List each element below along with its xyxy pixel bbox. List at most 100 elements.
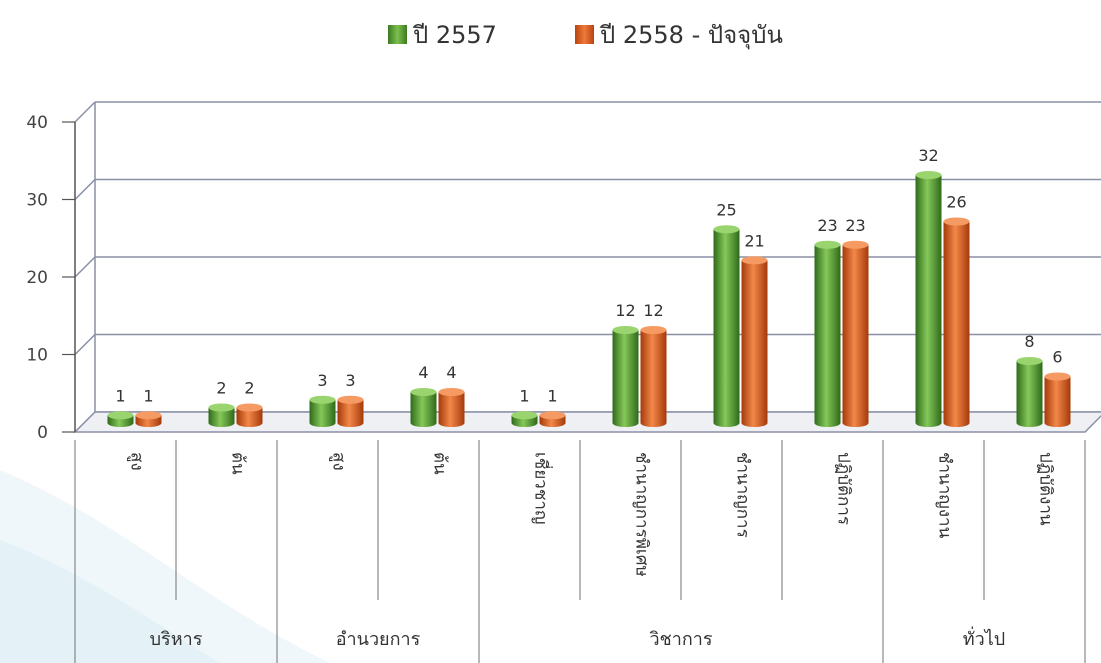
data-label: 3: [345, 371, 355, 390]
bar-top-cap: [337, 395, 364, 404]
group-label: วิชาการ: [649, 629, 712, 650]
bar-top-cap: [107, 411, 134, 420]
group-label: อำนวยการ: [336, 629, 421, 650]
data-label: 21: [744, 231, 764, 250]
bar-2558: [236, 407, 263, 423]
bar-base-cap: [410, 419, 437, 427]
data-label: 23: [817, 216, 837, 235]
category-table: สูง ต้น สูง ต้น เชี่ยวชาญ ชำนาญการพิเศษ ชำนาญก…: [74, 440, 1086, 663]
bar-2557: [410, 392, 437, 423]
bar-top-cap: [438, 388, 465, 396]
bar-top-cap: [1016, 357, 1043, 365]
bar-2557: [713, 229, 740, 423]
data-label: 12: [615, 301, 635, 320]
bar-2558: [337, 399, 364, 423]
bar-2558: [1044, 376, 1071, 423]
bar-top-cap: [915, 171, 942, 179]
bar-base-cap: [438, 419, 465, 427]
category-label: ปฏิบัติการ: [834, 452, 854, 525]
y-tick-label: 10: [26, 346, 48, 366]
bar-base-cap: [814, 419, 841, 427]
bar-2557: [814, 244, 841, 423]
bar-2558: [943, 221, 970, 423]
category-label: ชำนาญการพิเศษ: [632, 452, 652, 577]
data-label: 1: [519, 386, 529, 405]
bar-base-cap: [236, 419, 263, 427]
bar-base-cap: [539, 419, 566, 427]
bar-top-cap: [713, 225, 740, 234]
bar-top-cap: [410, 388, 437, 396]
bar-top-cap: [208, 403, 235, 412]
legend-swatch-orange: [575, 24, 594, 44]
bar-2558: [640, 330, 667, 423]
bar-2558: [438, 392, 465, 423]
group-label: ทั่วไป: [963, 626, 1005, 650]
bar-base-cap: [713, 419, 740, 427]
chart-legend: ปี 2557 ปี 2558 - ปัจจุบัน: [0, 14, 1101, 54]
data-label: 1: [547, 386, 557, 405]
data-label: 2: [216, 379, 226, 398]
bar-base-cap: [612, 419, 639, 427]
data-label: 3: [317, 371, 327, 390]
category-label: ปฏิบัติงาน: [1036, 452, 1056, 526]
category-label: สูง: [127, 452, 147, 471]
bar-top-cap: [1044, 372, 1071, 381]
legend-item-2557: ปี 2557: [388, 14, 497, 54]
y-tick-label: 30: [26, 191, 48, 211]
bar-base-cap: [309, 419, 336, 427]
bar-base-cap: [943, 419, 970, 427]
group-label: บริหาร: [150, 629, 203, 650]
bar-base-cap: [135, 419, 162, 427]
legend-item-2558: ปี 2558 - ปัจจุบัน: [575, 14, 783, 54]
data-label: 4: [418, 363, 428, 382]
data-label: 8: [1024, 332, 1034, 351]
bar-base-cap: [1016, 419, 1043, 427]
bar-top-cap: [309, 395, 336, 404]
bar-base-cap: [1044, 419, 1071, 427]
bar-top-cap: [511, 411, 538, 420]
bar-top-cap: [539, 411, 566, 420]
gridline-depth: [74, 256, 96, 278]
axis-layer: 0 10 20 30 40: [26, 113, 76, 443]
gridline-depth: [74, 178, 96, 201]
gridline-depth: [74, 333, 96, 356]
data-label: 1: [115, 386, 125, 405]
y-tick-label: 40: [26, 113, 48, 133]
bar-2557: [309, 399, 336, 423]
bar-base-cap: [741, 419, 768, 427]
category-label: สูง: [329, 452, 349, 471]
bar-base-cap: [842, 419, 869, 427]
data-label: 26: [946, 193, 966, 212]
bar-base-cap: [640, 419, 667, 427]
bar-base-cap: [337, 419, 364, 427]
data-label: 25: [716, 200, 736, 219]
bar-base-cap: [208, 419, 235, 427]
legend-label-2558: ปี 2558 - ปัจจุบัน: [600, 20, 783, 49]
category-label: ต้น: [228, 452, 248, 475]
data-label: 32: [918, 146, 938, 165]
y-tick-label: 0: [37, 423, 48, 443]
bar-top-cap: [135, 411, 162, 420]
bar-2557: [915, 175, 942, 423]
bar-2557: [208, 407, 235, 423]
category-label: ชำนาญการ: [733, 452, 753, 538]
bar-2557: [612, 330, 639, 423]
data-label: 12: [643, 301, 663, 320]
bar-base-cap: [511, 419, 538, 427]
data-label: 4: [446, 363, 456, 382]
bar-top-cap: [943, 217, 970, 226]
y-tick-label: 20: [26, 268, 48, 288]
bar-top-cap: [236, 403, 263, 412]
bar-base-cap: [107, 419, 134, 427]
bar-top-cap: [612, 326, 639, 334]
data-label: 1: [143, 386, 153, 405]
bar-base-cap: [915, 419, 942, 427]
bar-2558: [842, 244, 869, 423]
bar-2558: [741, 260, 768, 423]
bar-top-cap: [741, 256, 768, 265]
category-label: เชี่ยวชาญ: [531, 452, 554, 524]
bar-top-cap: [814, 240, 841, 249]
data-label: 2: [244, 379, 254, 398]
